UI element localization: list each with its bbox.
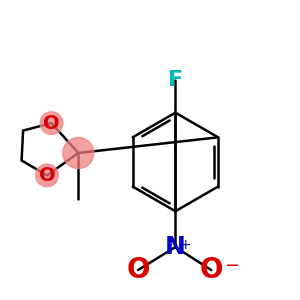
Text: O: O xyxy=(43,114,60,133)
Text: +: + xyxy=(179,238,191,252)
Circle shape xyxy=(40,112,63,134)
Text: −: − xyxy=(224,257,239,275)
Text: N: N xyxy=(165,235,186,259)
Text: O: O xyxy=(200,256,223,284)
Text: O: O xyxy=(126,256,150,284)
Circle shape xyxy=(63,137,94,169)
Text: O: O xyxy=(39,166,55,185)
Text: F: F xyxy=(168,70,183,90)
Circle shape xyxy=(36,164,58,187)
